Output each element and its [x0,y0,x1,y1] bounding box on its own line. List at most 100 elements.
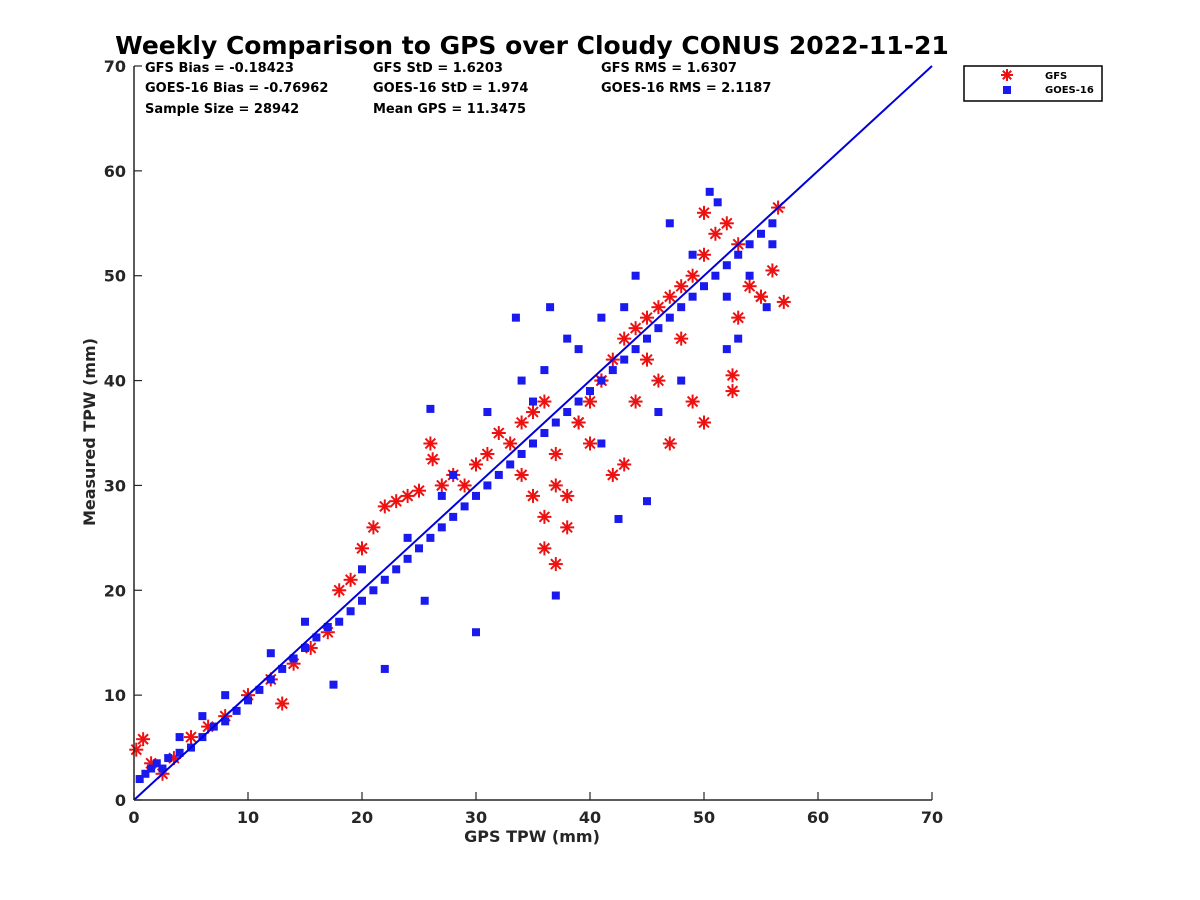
gfs-point [640,310,654,325]
gfs-point [275,696,290,711]
goes16-point [135,775,144,784]
goes16-point [323,622,332,631]
y-tick-label: 0 [115,791,126,810]
identity-reference-line [133,65,933,801]
stat-annotation: Mean GPS = 11.3475 [373,102,526,117]
gfs-point [725,384,740,399]
goes16-point [403,554,412,563]
goes16-point [586,387,594,396]
goes16-point [722,292,731,301]
gfs-point [754,289,768,304]
gfs-point [366,520,381,535]
goes16-point [529,397,537,406]
goes16-point [614,514,623,523]
chart-title: Weekly Comparison to GPS over Cloudy CON… [115,31,949,60]
goes16-point [147,764,156,773]
goes16-point [255,685,264,694]
goes16-point [198,712,207,721]
gfs-point [719,216,734,231]
gfs-point [184,730,198,745]
gfs-point [457,478,472,493]
x-tick-label: 60 [807,808,829,827]
y-tick-label: 20 [104,581,126,600]
goes16-point [415,544,423,553]
gfs-point [425,452,440,467]
goes16-point [677,376,686,385]
gfs-point [742,279,757,294]
goes16-point [244,696,252,705]
goes16-point [266,675,275,684]
goes16-point [745,240,754,249]
goes16-point [563,408,572,417]
gfs-point [355,541,369,556]
gfs-point [708,226,723,241]
goes16-point [768,219,777,228]
goes16-point [221,691,230,700]
gfs-point [514,415,529,430]
goes16-point [472,491,480,500]
stat-annotation: GFS Bias = -0.18423 [145,61,294,76]
x-tick-label: 40 [579,808,601,827]
stat-annotation: GOES-16 StD = 1.974 [373,81,528,96]
goes16-point [722,345,731,354]
y-tick-label: 40 [104,372,126,391]
goes16-point [472,628,480,637]
goes16-point [358,565,366,574]
goes16-point [563,334,572,343]
goes16-point [631,271,640,280]
gfs-point [503,436,518,451]
goes16-point [392,565,401,574]
goes16-point [688,292,697,301]
goes16-point [654,324,663,333]
gfs-point [685,268,700,283]
goes16-point [688,250,697,259]
goes16-point [734,250,743,259]
gfs-point [412,483,426,498]
gfs-point [332,583,347,598]
goes16-point [141,769,150,778]
x-axis-label: GPS TPW (mm) [464,827,600,846]
goes16-point [574,345,583,354]
goes16-point [734,334,743,343]
x-tick-label: 50 [693,808,715,827]
y-axis-label: Measured TPW (mm) [80,338,99,526]
goes16-point [597,313,606,322]
goes16-point [597,439,606,448]
y-tick-label: 10 [104,686,126,705]
goes16-point [335,617,344,626]
goes16-point [529,439,537,448]
goes16-point [152,759,161,768]
stat-annotation: GFS RMS = 1.6307 [601,61,737,76]
goes16-point [175,748,184,757]
gfs-point [640,352,654,367]
y-tick-label: 60 [104,162,126,181]
stat-annotation: GOES-16 Bias = -0.76962 [145,81,328,96]
goes16-point [164,754,173,763]
goes16-point [745,271,754,280]
gfs-point [434,478,449,493]
gfs-point [526,488,540,503]
goes16-point [762,303,771,312]
goes16-point [232,706,241,715]
goes16-point [301,643,309,652]
gfs-point [651,373,666,388]
goes16-point [654,408,663,417]
gfs-point [697,205,711,220]
gfs-point [674,331,689,346]
gfs-point [400,488,415,503]
gfs-point [662,289,677,304]
gfs-point [583,436,597,451]
goes16-point [426,404,435,413]
goes16-point [551,591,560,600]
goes16-point [722,261,731,270]
goes16-point [511,313,520,322]
goes16-point [266,649,275,658]
gfs-point [571,415,586,430]
gfs-point [548,478,563,493]
gfs-point [605,467,620,482]
gfs-point [537,394,552,409]
goes16-point [506,460,515,469]
gfs-point [560,520,575,535]
goes16-point [540,366,549,375]
goes16-point [420,596,429,605]
